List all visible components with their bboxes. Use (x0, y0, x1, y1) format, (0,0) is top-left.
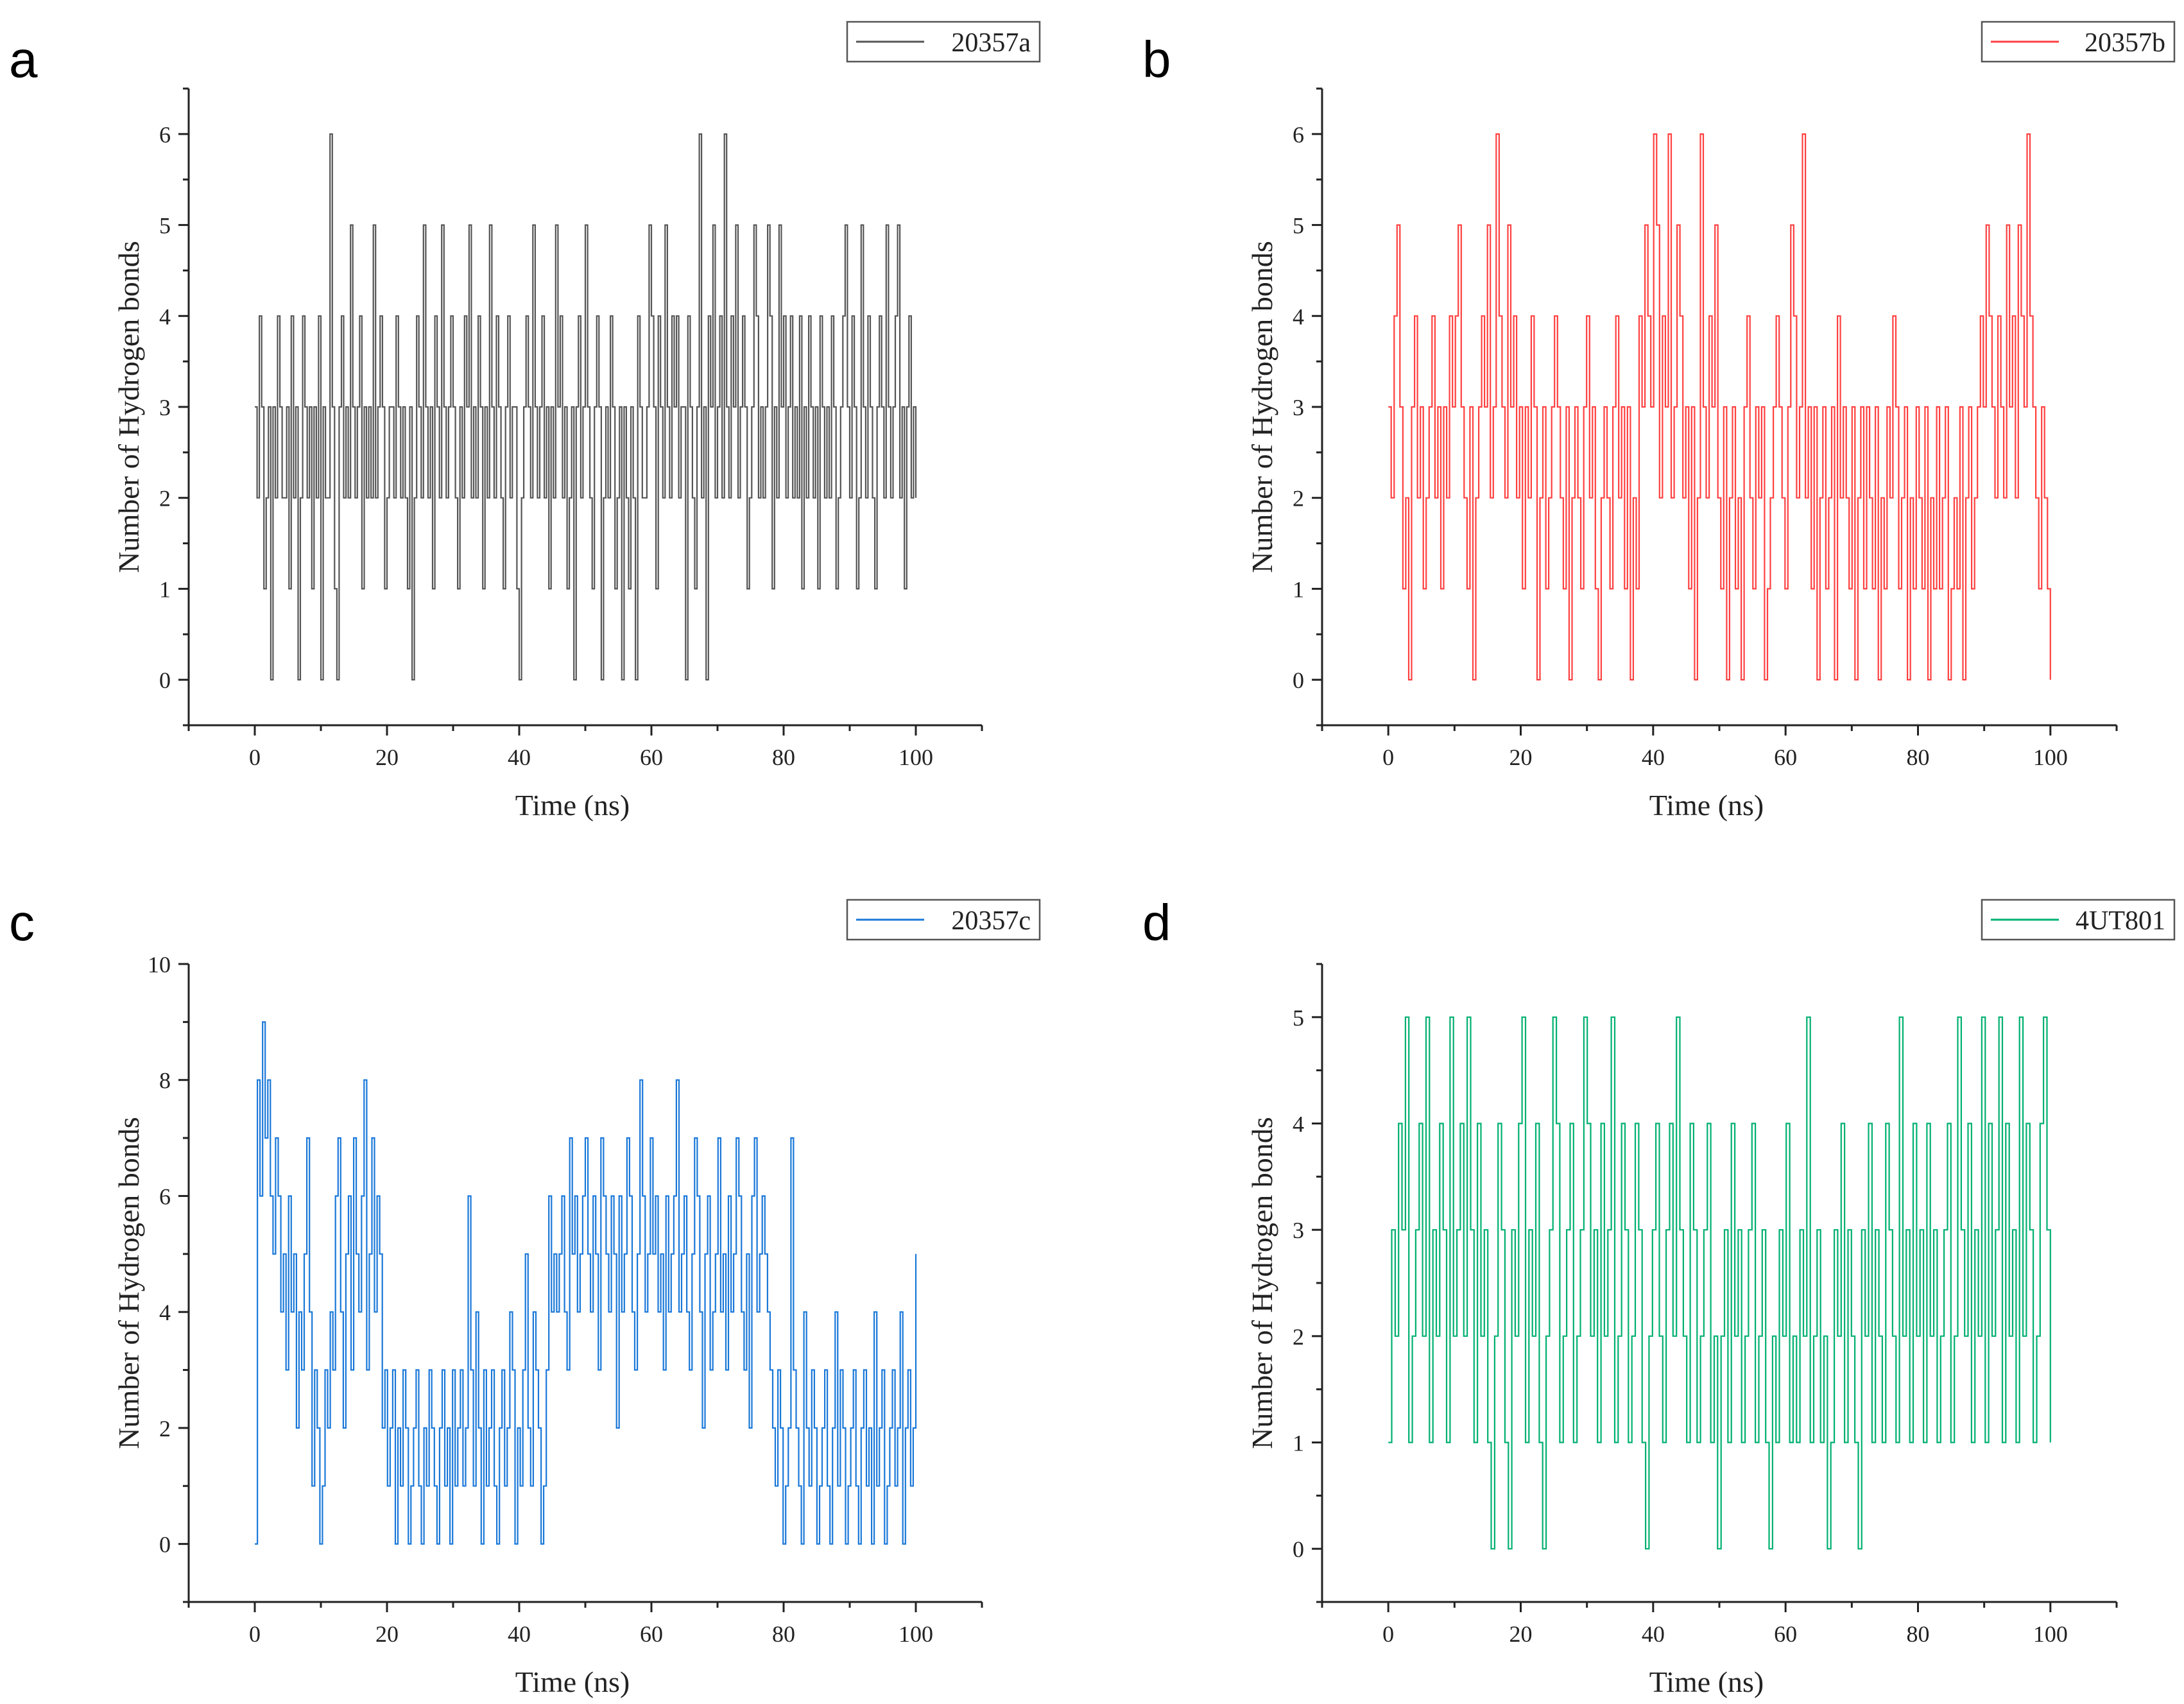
x-tick-label: 20 (1509, 744, 1533, 770)
y-tick-label: 10 (148, 952, 171, 977)
y-tick-label: 1 (159, 576, 171, 602)
x-tick-label: 80 (772, 744, 795, 770)
x-tick-label: 60 (1774, 744, 1797, 770)
x-tick-label: 80 (1907, 744, 1930, 770)
legend-label: 20357b (2085, 28, 2165, 58)
legend: 4UT801 (1981, 899, 2176, 941)
y-tick-label: 1 (1293, 576, 1304, 602)
y-tick-label: 0 (159, 1532, 171, 1558)
series-line-20357c (255, 1021, 917, 1545)
y-tick-label: 4 (1293, 1112, 1304, 1137)
x-tick-label: 100 (899, 1621, 933, 1647)
x-axis-label: Time (ns) (1649, 789, 1764, 822)
panel-c: c 0 20 40 60 80 100 0 2 4 6 8 10 Time (ns) Number of H… (9, 894, 1041, 1698)
y-tick-label: 2 (159, 486, 171, 512)
x-tick-label: 100 (899, 744, 933, 770)
panel-d: d 0 20 40 60 80 100 0 1 2 3 4 5 Time (ns) Number of Hy… (1142, 894, 2176, 1698)
y-tick-label: 1 (1293, 1431, 1304, 1456)
x-tick-label: 60 (1774, 1621, 1797, 1647)
x-tick-label: 0 (1382, 1621, 1394, 1647)
y-axis-label: Number of Hydrogen bonds (112, 241, 145, 572)
legend: 20357a (846, 21, 1041, 63)
y-tick-label: 5 (1293, 1005, 1304, 1031)
y-tick-label: 4 (159, 1300, 171, 1325)
y-tick-label: 3 (1293, 395, 1304, 420)
panel-letter: a (9, 31, 38, 88)
y-tick-label: 6 (1293, 122, 1304, 148)
x-tick-label: 0 (249, 1621, 261, 1647)
legend: 20357b (1981, 21, 2176, 63)
x-tick-label: 80 (1907, 1621, 1930, 1647)
x-tick-label: 40 (508, 744, 531, 770)
x-axis-label: Time (ns) (515, 1665, 630, 1698)
x-tick-label: 100 (2033, 1621, 2068, 1647)
y-tick-label: 0 (1293, 667, 1304, 693)
x-tick-label: 20 (375, 744, 399, 770)
y-tick-label: 2 (159, 1416, 171, 1442)
x-tick-label: 40 (1642, 744, 1665, 770)
y-tick-label: 4 (159, 304, 171, 329)
y-tick-label: 8 (159, 1068, 171, 1094)
y-tick-label: 2 (1293, 486, 1304, 512)
x-axis-label: Time (ns) (515, 789, 630, 822)
panel-letter: c (9, 894, 35, 951)
panel-letter: b (1142, 31, 1171, 88)
y-tick-label: 5 (1293, 213, 1304, 239)
y-tick-label: 0 (159, 667, 171, 693)
series-line-4UT801 (1388, 1016, 2051, 1550)
legend-label: 20357a (951, 28, 1031, 58)
legend: 20357c (846, 899, 1041, 941)
x-tick-label: 80 (772, 1621, 795, 1647)
x-tick-label: 40 (1642, 1621, 1665, 1647)
y-tick-label: 0 (1293, 1536, 1304, 1562)
series-line-20357a (255, 133, 917, 681)
x-tick-label: 20 (375, 1621, 399, 1647)
y-tick-label: 2 (1293, 1324, 1304, 1350)
x-axis-label: Time (ns) (1649, 1665, 1764, 1698)
y-tick-label: 3 (159, 395, 171, 420)
x-tick-label: 100 (2033, 744, 2068, 770)
x-tick-label: 0 (249, 744, 261, 770)
legend-label: 20357c (951, 906, 1031, 936)
x-tick-label: 60 (640, 744, 663, 770)
series-line-20357b (1388, 133, 2051, 681)
y-tick-label: 6 (159, 122, 171, 148)
x-tick-label: 40 (508, 1621, 531, 1647)
y-tick-label: 6 (159, 1183, 171, 1209)
y-tick-label: 5 (159, 213, 171, 239)
y-axis-label: Number of Hydrogen bonds (1246, 241, 1278, 572)
y-axis-label: Number of Hydrogen bonds (112, 1117, 145, 1449)
y-tick-label: 3 (1293, 1218, 1304, 1243)
panel-a: a 0 20 40 60 80 100 0 1 2 3 4 5 6 Time (ns) Number of H… (9, 21, 1041, 822)
x-tick-label: 60 (640, 1621, 663, 1647)
x-tick-label: 20 (1509, 1621, 1533, 1647)
legend-label: 4UT801 (2076, 906, 2165, 936)
panel-letter: d (1142, 894, 1171, 951)
x-tick-label: 0 (1382, 744, 1394, 770)
y-axis-label: Number of Hydrogen bonds (1246, 1117, 1278, 1449)
y-tick-label: 4 (1293, 304, 1304, 329)
panel-b: b 0 20 40 60 80 100 0 1 2 3 4 5 6 Time (ns) Number of H… (1142, 21, 2176, 822)
